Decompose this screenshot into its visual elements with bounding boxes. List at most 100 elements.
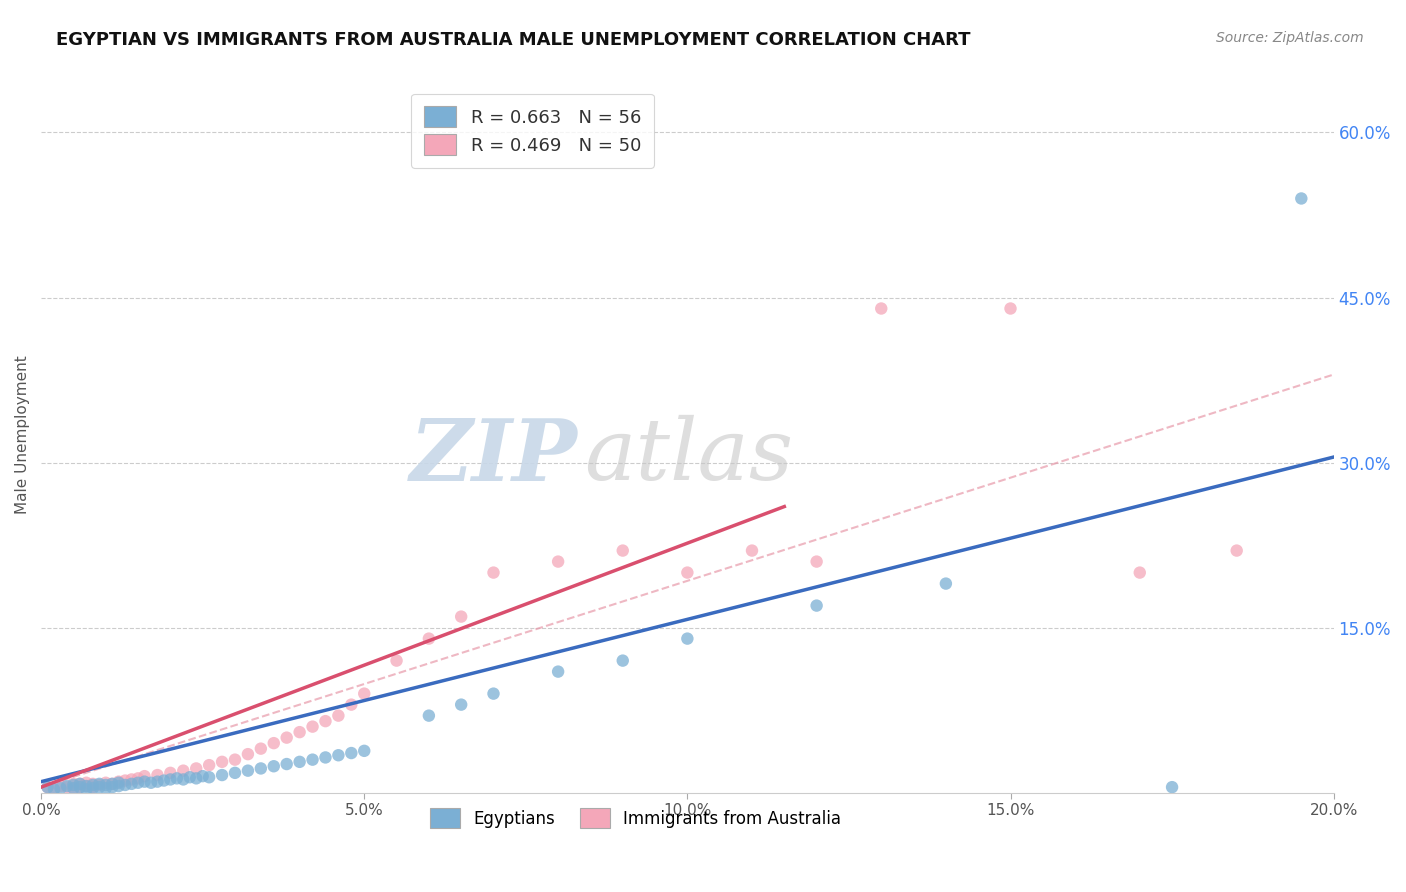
Point [89, 780, 111, 794]
Point [870, 301, 893, 316]
Point [89, 778, 111, 792]
Point [263, 759, 285, 773]
Point [741, 543, 763, 558]
Point [69, 780, 91, 794]
Point [49, 779, 72, 793]
Point [806, 555, 828, 569]
Point [250, 741, 273, 756]
Point [186, 761, 208, 775]
Point [153, 773, 176, 788]
Legend: Egyptians, Immigrants from Australia: Egyptians, Immigrants from Australia [423, 802, 848, 834]
Point [134, 774, 156, 789]
Point [62, 777, 84, 791]
Point [1129, 566, 1152, 580]
Point [236, 764, 259, 778]
Point [94, 781, 117, 796]
Point [482, 566, 505, 580]
Point [676, 566, 699, 580]
Point [1226, 543, 1249, 558]
Point [612, 654, 634, 668]
Point [37, 780, 59, 794]
Point [82, 781, 104, 796]
Point [146, 768, 169, 782]
Point [37, 780, 59, 794]
Point [114, 773, 136, 788]
Point [301, 720, 323, 734]
Point [134, 769, 156, 783]
Point [49, 781, 72, 796]
Point [250, 761, 273, 775]
Point [806, 599, 828, 613]
Point [224, 753, 246, 767]
Point [418, 708, 440, 723]
Point [127, 776, 149, 790]
Text: ZIP: ZIP [409, 415, 578, 499]
Point [224, 765, 246, 780]
Point [42, 782, 65, 797]
Point [69, 777, 91, 791]
Point [82, 778, 104, 792]
Point [191, 769, 214, 783]
Point [101, 780, 124, 794]
Point [146, 774, 169, 789]
Point [482, 687, 505, 701]
Point [301, 753, 323, 767]
Text: atlas: atlas [583, 415, 793, 498]
Point [353, 744, 375, 758]
Y-axis label: Male Unemployment: Male Unemployment [15, 356, 30, 515]
Point [612, 543, 634, 558]
Point [328, 708, 350, 723]
Point [935, 576, 957, 591]
Point [62, 781, 84, 796]
Point [186, 772, 208, 786]
Point [276, 757, 298, 772]
Point [75, 782, 97, 797]
Point [75, 776, 97, 790]
Point [62, 781, 84, 796]
Point [166, 772, 188, 786]
Point [107, 779, 129, 793]
Point [236, 747, 259, 761]
Point [385, 654, 408, 668]
Point [1291, 192, 1313, 206]
Point [56, 779, 79, 793]
Point [179, 770, 201, 784]
Point [172, 764, 194, 778]
Point [450, 609, 472, 624]
Point [340, 698, 363, 712]
Point [211, 768, 233, 782]
Text: Source: ZipAtlas.com: Source: ZipAtlas.com [1216, 31, 1364, 45]
Point [1000, 301, 1022, 316]
Point [276, 731, 298, 745]
Point [328, 748, 350, 763]
Point [676, 632, 699, 646]
Point [121, 777, 143, 791]
Point [75, 779, 97, 793]
Text: EGYPTIAN VS IMMIGRANTS FROM AUSTRALIA MALE UNEMPLOYMENT CORRELATION CHART: EGYPTIAN VS IMMIGRANTS FROM AUSTRALIA MA… [56, 31, 970, 49]
Point [288, 755, 311, 769]
Point [121, 772, 143, 787]
Point [211, 755, 233, 769]
Point [139, 776, 162, 790]
Point [94, 778, 117, 792]
Point [172, 772, 194, 787]
Point [69, 780, 91, 794]
Point [62, 778, 84, 792]
Point [82, 780, 104, 794]
Point [547, 665, 569, 679]
Point [159, 772, 181, 787]
Point [56, 780, 79, 794]
Point [107, 774, 129, 789]
Point [159, 765, 181, 780]
Point [288, 725, 311, 739]
Point [107, 776, 129, 790]
Point [314, 714, 336, 728]
Point [101, 777, 124, 791]
Point [263, 736, 285, 750]
Point [114, 778, 136, 792]
Point [418, 632, 440, 646]
Point [94, 776, 117, 790]
Point [353, 687, 375, 701]
Point [547, 555, 569, 569]
Point [82, 777, 104, 791]
